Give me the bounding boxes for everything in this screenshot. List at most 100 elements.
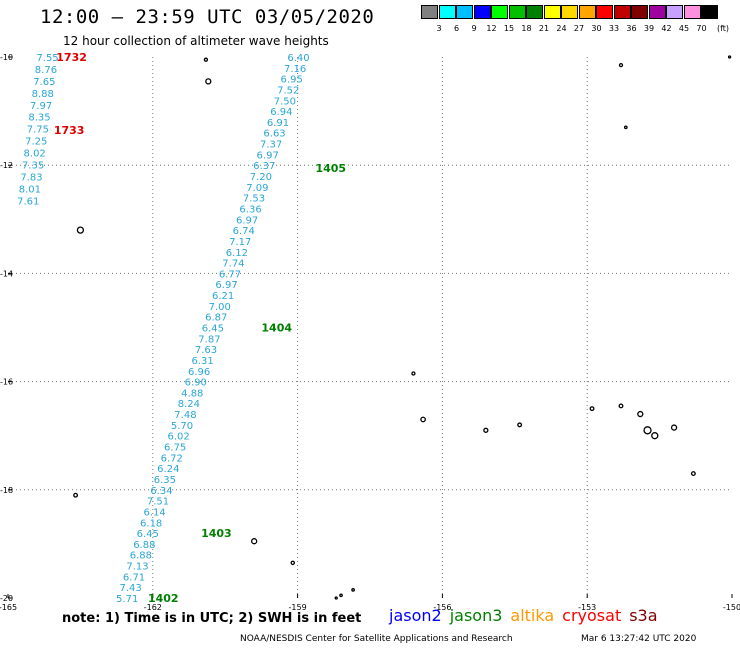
- island-outline: [643, 426, 652, 435]
- legend-swatch: [421, 5, 438, 19]
- legend-swatch: [701, 5, 718, 19]
- map-subtitle: 12 hour collection of altimeter wave hei…: [63, 34, 329, 48]
- wave-height-value: 6.90: [185, 378, 207, 389]
- generation-timestamp: Mar 6 13:27:42 UTC 2020: [581, 634, 697, 644]
- wave-height-value: 7.75: [27, 125, 49, 136]
- island-outline: [339, 593, 343, 598]
- legend-label: 36: [626, 24, 637, 33]
- legend-label: 45: [678, 24, 690, 33]
- wave-height-value: 7.16: [284, 64, 306, 75]
- island-outline: [589, 406, 595, 412]
- wave-height-value: 4.88: [181, 388, 203, 399]
- wave-height-value: 6.18: [140, 518, 162, 529]
- legend-swatch: [508, 5, 526, 19]
- island-outline: [690, 471, 696, 477]
- islands: [73, 55, 732, 600]
- wave-height-value: 6.36: [239, 204, 261, 215]
- wave-height-value: 7.17: [229, 237, 251, 248]
- wave-height-value: 7.74: [222, 259, 244, 270]
- wave-height-value: 7.25: [25, 137, 47, 148]
- island-outline: [727, 55, 732, 59]
- wave-height-value: 5.70: [171, 421, 193, 432]
- lon-tick-label: -153: [578, 603, 596, 612]
- legend-label: 21: [538, 24, 550, 33]
- lat-tick-label: -14: [0, 269, 13, 278]
- wave-height-value: 7.63: [195, 345, 217, 356]
- island-outline: [651, 432, 659, 440]
- pass-time-label: 1403: [201, 527, 232, 540]
- wave-height-value: 7.55: [36, 53, 58, 64]
- wave-height-value: 8.02: [24, 149, 46, 160]
- wave-height-value: 7.83: [20, 172, 42, 183]
- legend-swatch: [613, 5, 631, 19]
- wave-height-value: 6.96: [188, 367, 210, 378]
- legend-label: 6: [453, 24, 460, 33]
- lat-tick-label: -18: [0, 486, 13, 495]
- legend-swatch: [456, 5, 473, 19]
- legend-label: 30: [591, 24, 602, 33]
- wave-height-value: 7.00: [209, 302, 231, 313]
- lon-tick-label: -162: [144, 603, 162, 612]
- wave-height-value: 6.45: [137, 529, 159, 540]
- island-outline: [76, 226, 85, 234]
- wave-height-value: 7.20: [250, 172, 272, 183]
- lon-tick-label: -159: [289, 603, 307, 612]
- wave-height-value: 6.91: [267, 118, 289, 129]
- legend-label: 3: [436, 24, 442, 33]
- wave-height-value: 6.34: [150, 486, 172, 497]
- pass-time-label: 1404: [261, 322, 292, 335]
- wave-height-value: 7.65: [33, 77, 55, 88]
- legend-swatch: [648, 5, 666, 19]
- wave-height-value: 7.61: [17, 196, 39, 207]
- legend-label: 70: [696, 24, 707, 33]
- lat-tick-label: -16: [0, 378, 13, 387]
- pass-time-label: 1405: [315, 162, 346, 175]
- satellite-legend-item: jason2: [389, 606, 442, 625]
- wave-height-value: 7.48: [174, 410, 196, 421]
- wave-height-value: 6.24: [157, 464, 179, 475]
- altimeter-values: 7.558.767.658.887.978.357.757.258.027.35…: [17, 53, 310, 605]
- credit-text: NOAA/NESDIS Center for Satellite Applica…: [240, 634, 513, 644]
- wave-height-value: 8.88: [32, 89, 54, 100]
- legend-swatch: [631, 5, 648, 19]
- wave-height-value: 6.14: [143, 507, 165, 518]
- island-outline: [618, 62, 624, 68]
- lat-tick-label: -10: [0, 53, 13, 62]
- lat-tick-label: -12: [0, 161, 13, 170]
- wave-height-value: 7.51: [147, 497, 169, 508]
- legend-swatch: [543, 5, 561, 19]
- island-outline: [290, 560, 296, 566]
- island-outline: [420, 416, 426, 423]
- legend-label: 12: [486, 24, 497, 33]
- pass-time-label: 1402: [148, 592, 179, 605]
- island-outline: [618, 403, 624, 409]
- legend-label: 27: [573, 24, 585, 33]
- satellite-legend-item: s3a: [629, 606, 658, 625]
- island-outline: [351, 588, 355, 592]
- pass-time-label: 1732: [56, 51, 87, 64]
- legend-label: 42: [661, 24, 672, 33]
- island-outline: [251, 538, 258, 545]
- wave-height-value: 8.01: [19, 184, 41, 195]
- wave-height-value: 6.35: [154, 475, 176, 486]
- wave-height-value: 6.75: [164, 443, 186, 454]
- legend-swatch: [596, 5, 613, 19]
- wave-height-value: 7.43: [119, 583, 141, 594]
- axis-ticks: -10 -12 -14 -16 -18 -20-165 -162 -159 -156 -153 -1…: [0, 53, 740, 612]
- wave-height-value: 6.77: [219, 269, 241, 280]
- legend-swatch: [666, 5, 683, 19]
- wave-height-value: 6.97: [257, 150, 279, 161]
- pass-time-labels: 1732 1733 1405 1404 1403 1402: [54, 51, 346, 605]
- wave-height-value: 6.21: [212, 291, 234, 302]
- island-outline: [334, 596, 338, 600]
- wave-height-value: 7.35: [22, 161, 44, 172]
- legend-swatch: [561, 5, 578, 19]
- wave-height-value: 7.87: [198, 334, 220, 345]
- map-title: 12:00 – 23:59 UTC 03/05/2020: [40, 6, 375, 28]
- legend-swatch: [491, 5, 508, 19]
- wave-height-value: 7.09: [246, 183, 268, 194]
- legend-label: 9: [471, 24, 477, 33]
- pass-time-label: 1733: [54, 124, 85, 137]
- satellite-legend-item: altika: [510, 606, 555, 625]
